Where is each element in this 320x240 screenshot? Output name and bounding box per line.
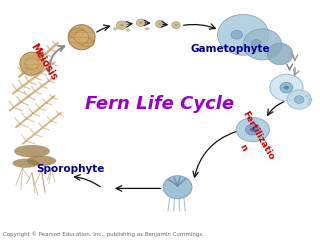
Ellipse shape — [120, 24, 124, 27]
Ellipse shape — [267, 43, 293, 65]
Ellipse shape — [308, 98, 313, 101]
Ellipse shape — [75, 30, 89, 44]
Text: n: n — [238, 143, 249, 153]
Ellipse shape — [116, 21, 127, 30]
Text: Sporophyte: Sporophyte — [36, 164, 105, 174]
Ellipse shape — [69, 28, 84, 38]
Ellipse shape — [231, 30, 243, 39]
Text: Fertilizatio: Fertilizatio — [240, 109, 275, 162]
Ellipse shape — [136, 19, 145, 26]
Ellipse shape — [156, 20, 164, 28]
Ellipse shape — [158, 23, 162, 25]
Ellipse shape — [280, 82, 293, 93]
Ellipse shape — [172, 22, 180, 29]
Ellipse shape — [20, 52, 44, 75]
Ellipse shape — [13, 159, 38, 168]
Ellipse shape — [26, 57, 38, 70]
Ellipse shape — [174, 24, 178, 26]
Ellipse shape — [145, 27, 149, 30]
Text: Gametophyte: Gametophyte — [190, 44, 270, 54]
Text: Meiosis: Meiosis — [28, 42, 59, 83]
Ellipse shape — [163, 176, 192, 199]
Ellipse shape — [243, 29, 282, 60]
Ellipse shape — [126, 28, 130, 32]
Ellipse shape — [236, 118, 269, 142]
Ellipse shape — [287, 90, 311, 109]
Ellipse shape — [218, 14, 269, 55]
Ellipse shape — [270, 74, 303, 101]
Ellipse shape — [294, 96, 304, 103]
Ellipse shape — [245, 124, 260, 135]
Ellipse shape — [14, 145, 50, 157]
Ellipse shape — [305, 94, 309, 98]
Ellipse shape — [113, 27, 117, 30]
Ellipse shape — [251, 40, 261, 47]
Text: Copyright © Pearson Education, Inc., publishing as Benjamin Cummings.: Copyright © Pearson Education, Inc., pub… — [3, 231, 204, 237]
Ellipse shape — [284, 86, 289, 90]
Text: Fern Life Cycle: Fern Life Cycle — [85, 96, 235, 114]
Ellipse shape — [68, 25, 95, 50]
Ellipse shape — [27, 156, 56, 166]
Ellipse shape — [250, 127, 256, 132]
Ellipse shape — [79, 37, 94, 47]
Ellipse shape — [139, 21, 143, 24]
Ellipse shape — [307, 102, 311, 105]
